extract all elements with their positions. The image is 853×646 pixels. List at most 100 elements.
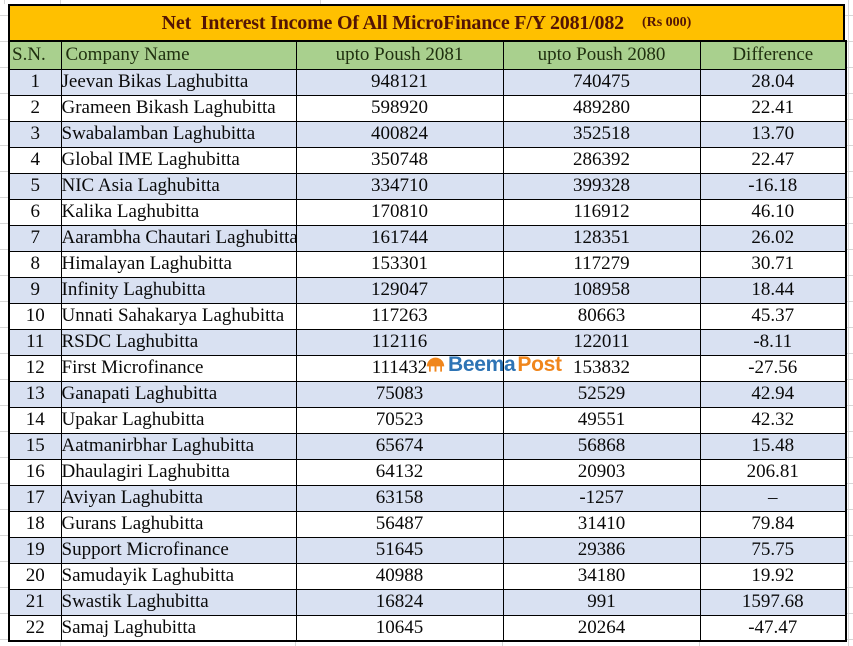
cell-difference: 42.94 bbox=[699, 380, 847, 408]
cell-sn: 9 bbox=[8, 276, 62, 304]
col-header-difference: Difference bbox=[699, 40, 847, 70]
table-row: 1 Jeevan Bikas Laghubitta 948121 740475 … bbox=[8, 68, 847, 96]
cell-sn: 3 bbox=[8, 120, 62, 148]
cell-poush-2080: 286392 bbox=[502, 146, 701, 174]
cell-poush-2080: 740475 bbox=[502, 68, 701, 96]
sheet-gridline-tick bbox=[60, 0, 61, 4]
cell-sn: 20 bbox=[8, 562, 62, 590]
cell-difference: 1597.68 bbox=[699, 588, 847, 616]
cell-difference: 19.92 bbox=[699, 562, 847, 590]
table-row: 6 Kalika Laghubitta 170810 116912 46.10 bbox=[8, 198, 847, 226]
cell-poush-2080: 20264 bbox=[502, 614, 701, 642]
cell-sn: 5 bbox=[8, 172, 62, 200]
table-row: 3 Swabalamban Laghubitta 400824 352518 1… bbox=[8, 120, 847, 148]
cell-sn: 15 bbox=[8, 432, 62, 460]
table-row: 11 RSDC Laghubitta 112116 122011 -8.11 bbox=[8, 328, 847, 356]
cell-sn: 7 bbox=[8, 224, 62, 252]
cell-difference: 46.10 bbox=[699, 198, 847, 226]
sheet-gridline-tick bbox=[502, 640, 503, 646]
cell-company: First Microfinance bbox=[60, 354, 297, 382]
table-row: 21 Swastik Laghubitta 16824 991 1597.68 bbox=[8, 588, 847, 616]
header-row: S.N. Company Name upto Poush 2081 upto P… bbox=[8, 40, 847, 70]
cell-poush-2080: 153832 bbox=[502, 354, 701, 382]
cell-poush-2081: 111432 bbox=[295, 354, 504, 382]
cell-poush-2081: 56487 bbox=[295, 510, 504, 538]
cell-company: NIC Asia Laghubitta bbox=[60, 172, 297, 200]
cell-poush-2081: 153301 bbox=[295, 250, 504, 278]
table-header: S.N. Company Name upto Poush 2081 upto P… bbox=[8, 40, 847, 70]
cell-company: Dhaulagiri Laghubitta bbox=[60, 458, 297, 486]
cell-difference: -27.56 bbox=[699, 354, 847, 382]
sheet-gridline-tick bbox=[320, 0, 321, 4]
cell-difference: 22.41 bbox=[699, 94, 847, 122]
table-row: 7 Aarambha Chautari Laghubitta 161744 12… bbox=[8, 224, 847, 252]
cell-poush-2081: 70523 bbox=[295, 406, 504, 434]
cell-sn: 17 bbox=[8, 484, 62, 512]
cell-sn: 11 bbox=[8, 328, 62, 356]
cell-sn: 13 bbox=[8, 380, 62, 408]
table-row: 13 Ganapati Laghubitta 75083 52529 42.94 bbox=[8, 380, 847, 408]
cell-poush-2080: 108958 bbox=[502, 276, 701, 304]
cell-sn: 16 bbox=[8, 458, 62, 486]
cell-sn: 22 bbox=[8, 614, 62, 642]
table-title-bar: Net Interest Income Of All MicroFinance … bbox=[8, 4, 845, 40]
table-unit-note: (Rs 000) bbox=[641, 15, 692, 30]
cell-poush-2080: 128351 bbox=[502, 224, 701, 252]
sheet-gridline-tick bbox=[295, 640, 296, 646]
cell-poush-2080: 31410 bbox=[502, 510, 701, 538]
cell-sn: 6 bbox=[8, 198, 62, 226]
cell-company: Grameen Bikash Laghubitta bbox=[60, 94, 297, 122]
cell-difference: 42.32 bbox=[699, 406, 847, 434]
table-row: 8 Himalayan Laghubitta 153301 117279 30.… bbox=[8, 250, 847, 278]
cell-difference: 22.47 bbox=[699, 146, 847, 174]
cell-difference: -47.47 bbox=[699, 614, 847, 642]
cell-poush-2080: 34180 bbox=[502, 562, 701, 590]
table-row: 19 Support Microfinance 51645 29386 75.7… bbox=[8, 536, 847, 564]
data-table: S.N. Company Name upto Poush 2081 upto P… bbox=[8, 40, 847, 642]
cell-poush-2080: 20903 bbox=[502, 458, 701, 486]
cell-company: Unnati Sahakarya Laghubitta bbox=[60, 302, 297, 330]
cell-poush-2080: 352518 bbox=[502, 120, 701, 148]
cell-poush-2081: 117263 bbox=[295, 302, 504, 330]
cell-company: Gurans Laghubitta bbox=[60, 510, 297, 538]
table-row: 12 First Microfinance 111432 153832 -27.… bbox=[8, 354, 847, 382]
table-row: 22 Samaj Laghubitta 10645 20264 -47.47 bbox=[8, 614, 847, 642]
cell-poush-2081: 129047 bbox=[295, 276, 504, 304]
cell-difference: 26.02 bbox=[699, 224, 847, 252]
cell-company: Samudayik Laghubitta bbox=[60, 562, 297, 590]
cell-company: Swabalamban Laghubitta bbox=[60, 120, 297, 148]
cell-sn: 4 bbox=[8, 146, 62, 174]
cell-poush-2081: 400824 bbox=[295, 120, 504, 148]
table-row: 9 Infinity Laghubitta 129047 108958 18.4… bbox=[8, 276, 847, 304]
cell-sn: 2 bbox=[8, 94, 62, 122]
cell-difference: 206.81 bbox=[699, 458, 847, 486]
cell-company: Aatmanirbhar Laghubitta bbox=[60, 432, 297, 460]
cell-company: Upakar Laghubitta bbox=[60, 406, 297, 434]
col-header-poush-2081: upto Poush 2081 bbox=[295, 40, 504, 70]
cell-poush-2080: 117279 bbox=[502, 250, 701, 278]
table-row: 18 Gurans Laghubitta 56487 31410 79.84 bbox=[8, 510, 847, 538]
cell-difference: 75.75 bbox=[699, 536, 847, 564]
cell-poush-2080: 52529 bbox=[502, 380, 701, 408]
cell-difference: 15.48 bbox=[699, 432, 847, 460]
cell-sn: 21 bbox=[8, 588, 62, 616]
cell-poush-2081: 161744 bbox=[295, 224, 504, 252]
cell-company: Ganapati Laghubitta bbox=[60, 380, 297, 408]
sheet-gridlines-right bbox=[845, 0, 853, 646]
cell-difference: 45.37 bbox=[699, 302, 847, 330]
cell-poush-2080: 399328 bbox=[502, 172, 701, 200]
sheet-gridline-tick bbox=[4, 0, 5, 4]
cell-poush-2080: 29386 bbox=[502, 536, 701, 564]
col-header-sn: S.N. bbox=[8, 40, 62, 70]
cell-poush-2080: -1257 bbox=[502, 484, 701, 512]
cell-poush-2081: 16824 bbox=[295, 588, 504, 616]
cell-poush-2081: 112116 bbox=[295, 328, 504, 356]
cell-poush-2081: 948121 bbox=[295, 68, 504, 96]
cell-company: Aviyan Laghubitta bbox=[60, 484, 297, 512]
cell-poush-2081: 40988 bbox=[295, 562, 504, 590]
cell-poush-2080: 49551 bbox=[502, 406, 701, 434]
col-header-poush-2080: upto Poush 2080 bbox=[502, 40, 701, 70]
table-row: 17 Aviyan Laghubitta 63158 -1257 – bbox=[8, 484, 847, 512]
cell-sn: 18 bbox=[8, 510, 62, 538]
